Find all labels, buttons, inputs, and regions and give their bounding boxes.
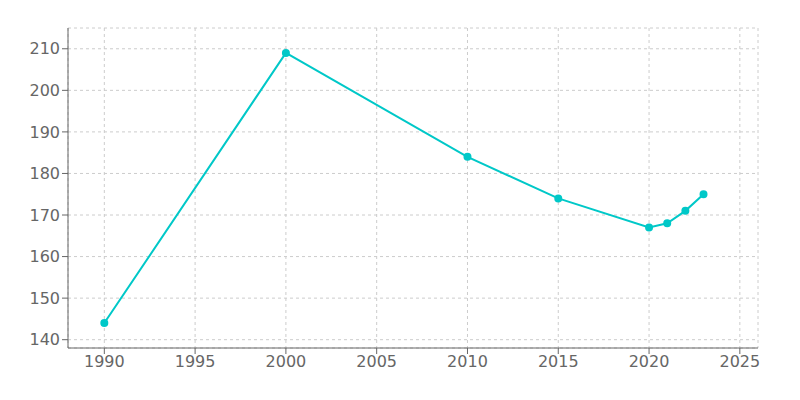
svg-text:2010: 2010	[447, 352, 488, 371]
svg-text:140: 140	[29, 330, 60, 349]
svg-text:1990: 1990	[84, 352, 125, 371]
svg-text:1995: 1995	[175, 352, 216, 371]
svg-text:2000: 2000	[266, 352, 307, 371]
svg-text:2020: 2020	[629, 352, 670, 371]
svg-text:2025: 2025	[719, 352, 760, 371]
svg-text:150: 150	[29, 289, 60, 308]
svg-text:160: 160	[29, 247, 60, 266]
svg-text:200: 200	[29, 81, 60, 100]
svg-text:190: 190	[29, 123, 60, 142]
svg-text:210: 210	[29, 39, 60, 58]
svg-text:2015: 2015	[538, 352, 579, 371]
svg-text:2005: 2005	[356, 352, 397, 371]
svg-text:170: 170	[29, 206, 60, 225]
svg-text:180: 180	[29, 164, 60, 183]
